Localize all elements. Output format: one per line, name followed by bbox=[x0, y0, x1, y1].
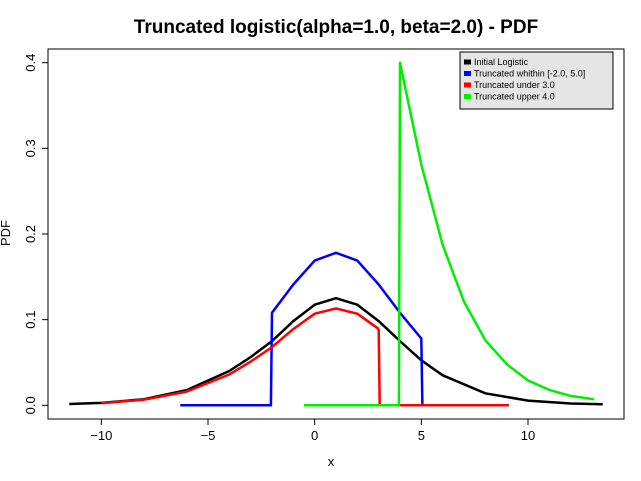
legend-label: Truncated whithin [-2.0, 5.0] bbox=[474, 69, 585, 79]
x-axis: −10 −5 0 5 10 bbox=[90, 419, 535, 443]
x-tick-label: 5 bbox=[418, 428, 425, 443]
y-axis-label: PDF bbox=[0, 220, 13, 246]
series-line-truncated-upper-4-0 bbox=[304, 61, 595, 407]
legend-label: Truncated upper 4.0 bbox=[474, 92, 555, 102]
y-tick-label: 0.2 bbox=[23, 225, 38, 243]
y-tick-label: 0.4 bbox=[23, 54, 38, 72]
series-line-initial-logistic bbox=[69, 296, 603, 406]
legend: Initial Logistic Truncated whithin [-2.0,… bbox=[459, 51, 614, 110]
legend-label: Initial Logistic bbox=[474, 57, 529, 67]
y-tick-label: 0.0 bbox=[23, 396, 38, 414]
series-layer bbox=[69, 61, 603, 407]
y-axis: 0.0 0.1 0.2 0.3 0.4 bbox=[23, 54, 48, 414]
series-line-truncated-whithin-2-0-5-0 bbox=[180, 251, 509, 407]
y-tick-label: 0.1 bbox=[23, 311, 38, 329]
series-line-truncated-under-3-0 bbox=[101, 307, 509, 407]
x-tick-label: −5 bbox=[201, 428, 216, 443]
x-tick-label: −10 bbox=[90, 428, 112, 443]
legend-box bbox=[459, 51, 614, 110]
x-axis-label: x bbox=[328, 454, 335, 469]
x-tick-label: 0 bbox=[311, 428, 318, 443]
chart-title: Truncated logistic(alpha=1.0, beta=2.0) … bbox=[134, 17, 538, 38]
x-tick-label: 10 bbox=[521, 428, 535, 443]
legend-label: Truncated under 3.0 bbox=[474, 80, 555, 90]
y-tick-label: 0.3 bbox=[23, 139, 38, 157]
